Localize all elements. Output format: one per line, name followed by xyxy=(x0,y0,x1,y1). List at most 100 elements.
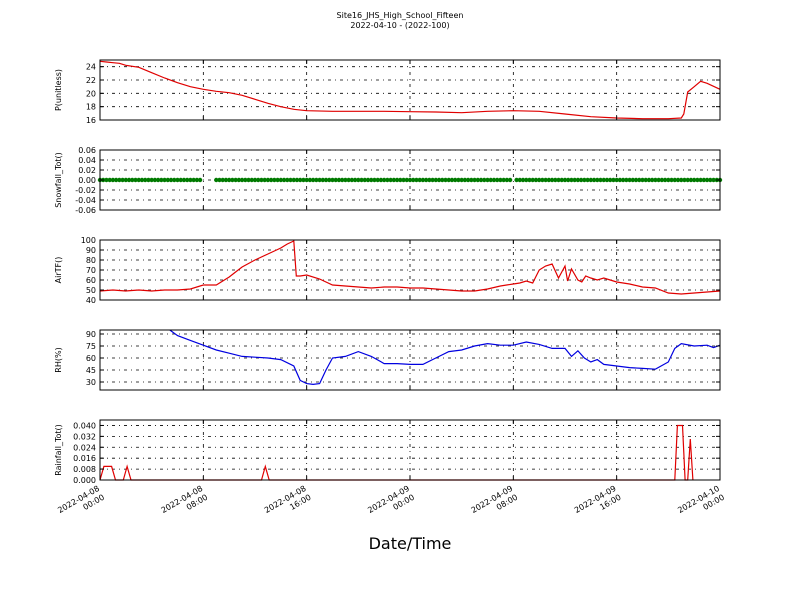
y-tick-label: 80 xyxy=(86,256,96,265)
y-tick-label: 100 xyxy=(81,236,96,245)
data-point xyxy=(191,177,196,183)
data-point xyxy=(152,177,158,183)
data-point xyxy=(369,177,374,183)
data-point xyxy=(113,177,119,183)
data-point xyxy=(666,177,671,183)
data-point xyxy=(304,177,309,183)
data-point xyxy=(524,177,529,183)
data-point xyxy=(427,177,432,183)
data-point xyxy=(256,177,261,183)
data-point xyxy=(691,177,697,183)
data-point xyxy=(136,177,141,183)
y-tick-label: 18 xyxy=(86,103,96,112)
data-point xyxy=(704,177,710,183)
data-point xyxy=(436,177,442,183)
y-tick-label: 45 xyxy=(86,366,96,375)
data-point xyxy=(527,177,532,183)
data-point xyxy=(378,177,384,183)
data-point xyxy=(685,177,690,183)
series-line xyxy=(99,60,721,120)
data-point xyxy=(695,177,700,183)
data-point xyxy=(708,177,713,183)
data-point xyxy=(391,177,397,183)
data-point xyxy=(430,177,435,183)
y-tick-label: 50 xyxy=(86,286,96,295)
data-point xyxy=(478,177,484,183)
data-point xyxy=(540,177,545,183)
data-point xyxy=(291,177,296,183)
data-point xyxy=(343,177,348,183)
data-point xyxy=(165,177,171,183)
data-point xyxy=(301,177,306,183)
data-point xyxy=(333,177,338,183)
data-point xyxy=(214,177,219,183)
data-point xyxy=(175,177,180,183)
y-tick-label: 0.000 xyxy=(73,476,96,485)
data-point xyxy=(520,177,526,183)
data-point xyxy=(443,177,448,183)
data-point xyxy=(388,177,393,183)
data-point xyxy=(401,177,406,183)
data-point xyxy=(423,177,429,183)
data-point xyxy=(459,177,464,183)
data-point xyxy=(630,177,636,183)
data-point xyxy=(643,177,648,183)
data-point xyxy=(220,177,225,183)
data-point xyxy=(352,177,358,183)
data-point xyxy=(139,177,145,183)
data-point xyxy=(265,177,271,183)
data-point xyxy=(507,177,513,183)
y-tick-label: 40 xyxy=(86,296,96,305)
data-point xyxy=(123,177,129,183)
y-axis-label: Snowfall_Tot() xyxy=(54,152,63,208)
data-point xyxy=(310,177,316,183)
data-point xyxy=(252,177,258,183)
data-point xyxy=(549,177,555,183)
data-point xyxy=(407,177,413,183)
data-point xyxy=(246,177,251,183)
data-point xyxy=(662,177,668,183)
data-point xyxy=(562,177,568,183)
data-point xyxy=(278,177,284,183)
data-point xyxy=(149,177,154,183)
data-point xyxy=(485,177,490,183)
y-tick-label: 0.04 xyxy=(78,156,96,165)
data-point xyxy=(669,177,674,183)
y-tick-label: 0.032 xyxy=(73,432,96,441)
data-point xyxy=(226,177,232,183)
data-point xyxy=(595,177,600,183)
data-point xyxy=(281,177,287,183)
data-point xyxy=(184,177,190,183)
data-point xyxy=(637,177,642,183)
data-point xyxy=(285,177,290,183)
data-point xyxy=(327,177,332,183)
data-point xyxy=(614,177,619,183)
data-point xyxy=(617,177,623,183)
y-tick-label: 0.06 xyxy=(78,146,96,155)
data-point xyxy=(146,177,151,183)
data-point xyxy=(104,177,109,183)
y-tick-label: 0.02 xyxy=(78,166,96,175)
data-point xyxy=(356,177,361,183)
y-tick-label: 22 xyxy=(86,76,96,85)
data-point xyxy=(604,177,610,183)
data-point xyxy=(323,177,329,183)
y-tick-label: 90 xyxy=(86,246,96,255)
data-point xyxy=(675,177,681,183)
data-point xyxy=(504,177,510,183)
data-point xyxy=(649,177,655,183)
data-point xyxy=(624,177,629,183)
data-point xyxy=(268,177,274,183)
data-point xyxy=(498,177,503,183)
data-point xyxy=(133,177,138,183)
data-point xyxy=(469,177,474,183)
data-point xyxy=(608,177,613,183)
data-point xyxy=(627,177,632,183)
data-point xyxy=(546,177,552,183)
data-point xyxy=(620,177,626,183)
